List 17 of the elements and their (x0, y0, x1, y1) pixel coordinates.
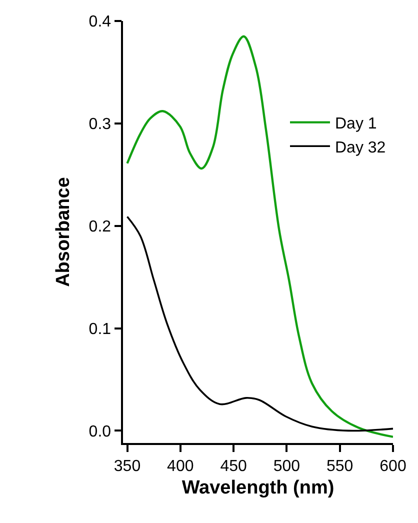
legend-label: Day 32 (335, 139, 386, 156)
y-tick-label: 0.0 (88, 423, 112, 440)
y-tick-label: 0.3 (88, 116, 112, 134)
x-tick-label: 550 (326, 458, 354, 475)
x-tick-label: 450 (220, 458, 247, 475)
x-tick-label: 350 (114, 458, 141, 475)
y-tick-label: 0.2 (88, 218, 112, 236)
x-tick-label: 500 (273, 458, 300, 475)
legend-label: Day 1 (335, 116, 377, 133)
y-tick-label: 0.4 (88, 14, 112, 31)
line-series (126, 35, 393, 438)
y-axis-title: Absorbance (53, 177, 74, 287)
x-tick-label: 400 (167, 458, 194, 475)
x-axis-title: Wavelength (nm) (182, 477, 334, 498)
y-tick-label: 0.1 (88, 320, 112, 338)
x-tick-label: 600 (380, 458, 406, 475)
line-series (126, 216, 393, 432)
